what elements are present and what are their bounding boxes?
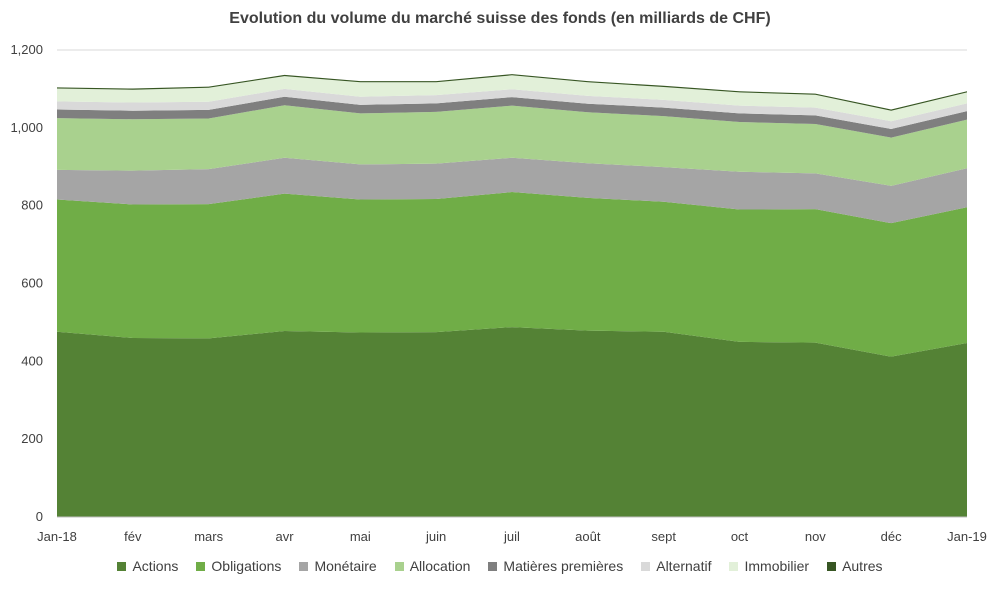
y-tick-label: 800: [21, 198, 43, 213]
legend-item: Autres: [827, 558, 883, 574]
legend-item: Monétaire: [299, 558, 377, 574]
legend-item: Allocation: [394, 558, 471, 574]
x-tick-label: nov: [805, 529, 826, 544]
legend-item: Obligations: [196, 558, 281, 574]
y-tick-label: 1,200: [10, 42, 43, 57]
legend-label: Autres: [842, 558, 883, 574]
area-series-mon-taire: [57, 157, 967, 224]
area-series-autres: [57, 74, 967, 111]
legend-label: Allocation: [409, 558, 471, 574]
legend-swatch: [827, 561, 837, 571]
legend-label: Actions: [132, 558, 179, 574]
legend-label: Monétaire: [314, 558, 377, 574]
area-series-alternatif: [57, 88, 967, 130]
legend-item: Actions: [117, 558, 178, 574]
x-tick-label: juin: [425, 529, 446, 544]
x-tick-label: Jan-19: [947, 529, 987, 544]
area-series-immobilier: [57, 75, 967, 122]
legend-label: Alternatif: [656, 558, 712, 574]
legend-item: Alternatif: [641, 558, 711, 574]
legend-swatch: [394, 561, 404, 571]
y-tick-label: 400: [21, 353, 43, 368]
legend-label: Immobilier: [744, 558, 810, 574]
area-series-obligations: [57, 192, 967, 357]
area-series-mati-res-premi-res: [57, 96, 967, 138]
x-tick-label: fév: [124, 529, 142, 544]
legend-swatch: [729, 561, 739, 571]
x-tick-label: août: [575, 529, 601, 544]
chart-title: Evolution du volume du marché suisse des…: [229, 10, 771, 27]
y-tick-label: 200: [21, 431, 43, 446]
legend-swatch: [196, 561, 206, 571]
x-tick-label: avr: [275, 529, 294, 544]
x-tick-label: oct: [731, 529, 749, 544]
x-tick-label: déc: [881, 529, 902, 544]
legend-swatch: [299, 561, 309, 571]
x-tick-label: sept: [651, 529, 676, 544]
legend-item: Matières premières: [488, 558, 623, 574]
y-tick-label: 0: [36, 509, 43, 524]
x-tick-label: mars: [194, 529, 223, 544]
x-tick-label: Jan-18: [37, 529, 77, 544]
legend-label: Obligations: [211, 558, 282, 574]
x-tick-label: mai: [350, 529, 371, 544]
legend-swatch: [641, 561, 651, 571]
legend-item: Immobilier: [729, 558, 809, 574]
legend: Actions Obligations Monétaire Allocation Mat…: [0, 558, 1000, 574]
y-tick-label: 600: [21, 276, 43, 291]
x-tick-label: juil: [503, 529, 520, 544]
legend-swatch: [488, 561, 498, 571]
area-series-allocation: [57, 105, 967, 186]
legend-label: Matières premières: [503, 558, 624, 574]
area-series-actions: [57, 327, 967, 517]
legend-swatch: [117, 561, 127, 571]
y-tick-label: 1,000: [10, 120, 43, 135]
